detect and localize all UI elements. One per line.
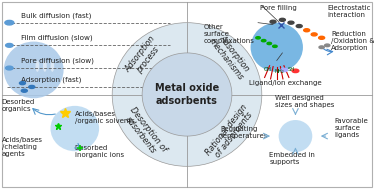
Circle shape [296,25,302,28]
Circle shape [261,40,266,42]
Circle shape [281,68,288,72]
Text: Adsorption
mechanisms: Adsorption mechanisms [207,31,253,82]
Circle shape [256,37,260,39]
Circle shape [319,46,324,49]
Text: Electrostatic
interaction: Electrostatic interaction [327,5,371,18]
Text: SH: SH [288,67,295,72]
Circle shape [29,85,35,88]
Text: Well designed
sizes and shapes: Well designed sizes and shapes [275,95,334,108]
Circle shape [6,66,13,70]
Text: Ligand/ion exchange: Ligand/ion exchange [249,80,321,86]
Ellipse shape [142,53,232,136]
Ellipse shape [112,23,262,166]
Text: Other
surface
complexations: Other surface complexations [204,24,255,44]
Ellipse shape [279,120,312,152]
Text: Pore diffusion (slow): Pore diffusion (slow) [21,57,94,64]
Circle shape [304,29,310,32]
Circle shape [19,82,25,85]
Text: Acids/bases
/organic solvents: Acids/bases /organic solvents [75,111,135,124]
Circle shape [267,42,272,45]
Circle shape [325,44,330,47]
Text: Desorption of
adsorbents: Desorption of adsorbents [120,105,168,159]
Text: OH: OH [264,67,272,72]
Circle shape [273,45,277,47]
Circle shape [21,89,27,92]
Text: Adsorption (fast): Adsorption (fast) [21,76,81,83]
Ellipse shape [50,60,54,72]
Text: Regulating
temperatures: Regulating temperatures [221,126,268,139]
Ellipse shape [36,60,39,72]
Circle shape [270,20,276,23]
Text: Film diffusion (slow): Film diffusion (slow) [21,35,92,41]
Text: Bulk diffusion (fast): Bulk diffusion (fast) [21,12,91,19]
Text: Desorbed
inorganic ions: Desorbed inorganic ions [75,145,124,158]
Text: Pore filling: Pore filling [260,5,297,11]
Circle shape [288,21,294,24]
Ellipse shape [4,42,64,98]
Text: NH₂: NH₂ [275,69,285,74]
Text: Desorbed
organics: Desorbed organics [2,99,35,112]
Ellipse shape [50,106,99,151]
Text: Metal oxide
adsorbents: Metal oxide adsorbents [155,83,219,106]
Circle shape [319,36,325,39]
Text: Embedded in
supports: Embedded in supports [269,152,315,165]
Circle shape [6,43,13,47]
Text: Favorable
surface
ligands: Favorable surface ligands [335,118,368,138]
Circle shape [279,18,285,21]
Text: Rational design
of adsorbents: Rational design of adsorbents [203,102,257,163]
Circle shape [311,33,317,36]
Ellipse shape [251,23,303,72]
Circle shape [5,20,14,25]
Circle shape [292,69,299,73]
Text: Acids/bases
/chelating
agents: Acids/bases /chelating agents [2,137,43,157]
Text: Reduction
/Oxidation &
Adsorption: Reduction /Oxidation & Adsorption [331,31,374,51]
Text: Adsorption
process: Adsorption process [123,34,165,80]
Ellipse shape [43,60,47,72]
